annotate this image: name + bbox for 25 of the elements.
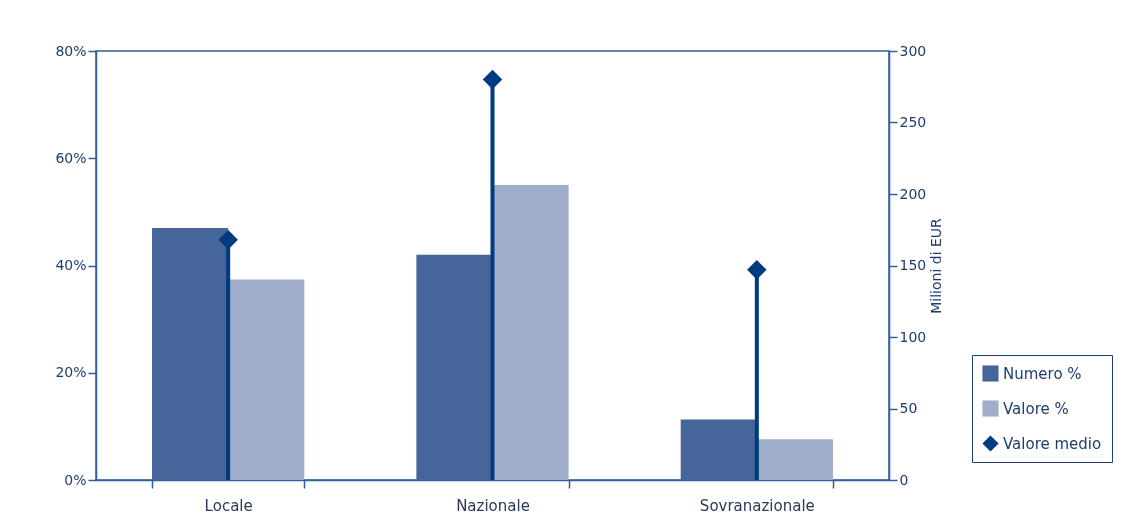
y-tick-label: 80% [55,42,87,59]
point [482,69,503,90]
legend-label: Numero % [1003,364,1082,383]
point [218,230,238,250]
y2-tick-label: 50 [899,400,918,416]
legend-label: Valore % [1003,399,1069,418]
y2-tick-label: 150 [899,257,927,273]
y-tick-label: 0% [64,471,87,488]
y-tick-label: 40% [55,257,87,273]
y2-axis-title: Milioni di EUR [928,217,945,314]
bar [756,439,833,480]
y2-tick-label: 200 [899,185,927,202]
y2-tick-label: 250 [899,114,927,130]
x-tick-label: Nazionale [456,496,530,515]
y2-tick-label: 0 [899,471,909,488]
y2-tick-label: 100 [899,328,927,345]
x-tick-label: Sovranazionale [699,496,815,515]
bar [152,227,229,480]
point [747,260,767,280]
x-tick-label: Locale [204,496,253,515]
legend-label: Valore medio [1003,434,1102,453]
y2-tick-label: 300 [899,42,927,59]
y-tick-label: 20% [55,364,87,381]
y-tick-label: 60% [55,149,87,166]
bar [680,419,757,480]
